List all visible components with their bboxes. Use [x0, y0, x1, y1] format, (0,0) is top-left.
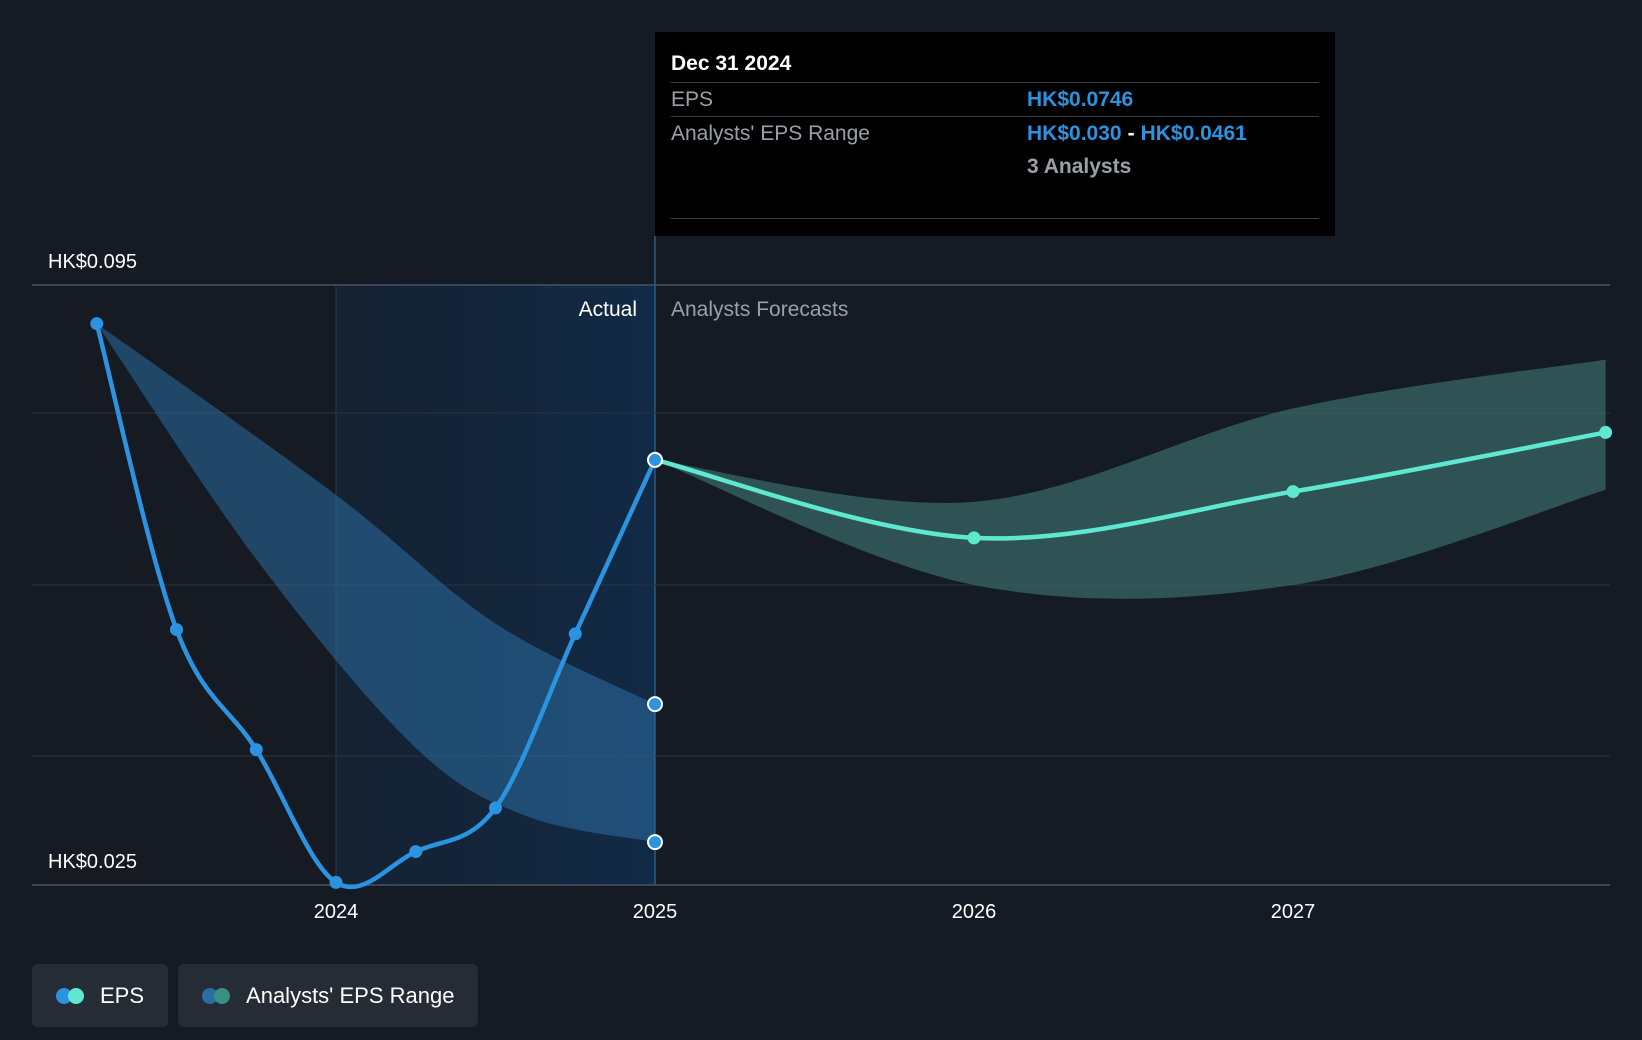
tooltip-eps-value: HK$0.0746 — [1027, 88, 1134, 111]
tooltip-divider — [671, 218, 1319, 219]
eps-chart: HK$0.095 HK$0.025 Actual Analysts Forecasts… — [32, 236, 1613, 923]
eps-point-forecast — [967, 531, 981, 545]
tooltip-range-separator: - — [1127, 122, 1135, 145]
legend-item-eps-range[interactable]: Analysts' EPS Range — [178, 964, 479, 1027]
legend-eps-dot-forecast — [68, 987, 84, 1004]
eps-range-actual-band — [96, 323, 655, 843]
tooltip-eps-label: EPS — [671, 88, 714, 111]
eps-point-actual — [329, 875, 343, 889]
legend-item-eps[interactable]: EPS — [32, 964, 169, 1027]
eps-point-actual — [409, 845, 423, 859]
legend-range-dot-forecast — [214, 987, 231, 1004]
eps-point-actual — [170, 623, 183, 637]
data-tooltip: Dec 31 2024 EPS HK$0.0746 Analysts' EPS … — [655, 32, 1335, 236]
eps-range-forecast-band — [655, 359, 1606, 599]
tooltip-range-low: HK$0.030 — [1027, 122, 1122, 145]
legend-range-swatch — [202, 987, 232, 1004]
eps-point-actual — [568, 627, 582, 641]
tooltip-date: Dec 31 2024 — [671, 48, 1319, 83]
legend-eps-swatch — [56, 987, 86, 1004]
eps-point-actual — [249, 743, 263, 757]
eps-point-forecast — [1599, 425, 1613, 439]
eps-point-actual — [647, 451, 663, 468]
eps-point-actual — [489, 801, 502, 815]
legend-range-label: Analysts' EPS Range — [246, 982, 455, 1008]
eps-point-actual — [90, 317, 104, 331]
tooltip-analysts-count: 3 Analysts — [1027, 155, 1132, 178]
y-axis-max-label: HK$0.095 — [48, 251, 137, 273]
forecast-section-label: Analysts Forecasts — [671, 298, 848, 321]
tooltip-range-high: HK$0.0461 — [1140, 122, 1247, 145]
legend-eps-label: EPS — [100, 982, 145, 1008]
actual-section-label: Actual — [579, 298, 637, 321]
tooltip-eps-row: EPS HK$0.0746 — [671, 83, 1319, 117]
x-tick-label: 2025 — [633, 901, 678, 923]
eps-range-endpoint — [647, 834, 663, 851]
eps-line-forecast — [652, 430, 1608, 541]
tooltip-range-row: Analysts' EPS Range HK$0.030 - HK$0.0461 — [671, 117, 1319, 151]
x-tick-label: 2026 — [952, 901, 997, 923]
tooltip-range-label: Analysts' EPS Range — [671, 122, 870, 145]
eps-range-endpoint — [647, 696, 663, 713]
eps-point-forecast — [1286, 485, 1300, 499]
legend: EPS Analysts' EPS Range — [32, 964, 479, 1027]
y-axis-min-label: HK$0.025 — [48, 851, 137, 873]
x-tick-label: 2024 — [314, 901, 359, 923]
eps-line-actual — [94, 321, 658, 890]
x-tick-label: 2027 — [1271, 901, 1316, 923]
